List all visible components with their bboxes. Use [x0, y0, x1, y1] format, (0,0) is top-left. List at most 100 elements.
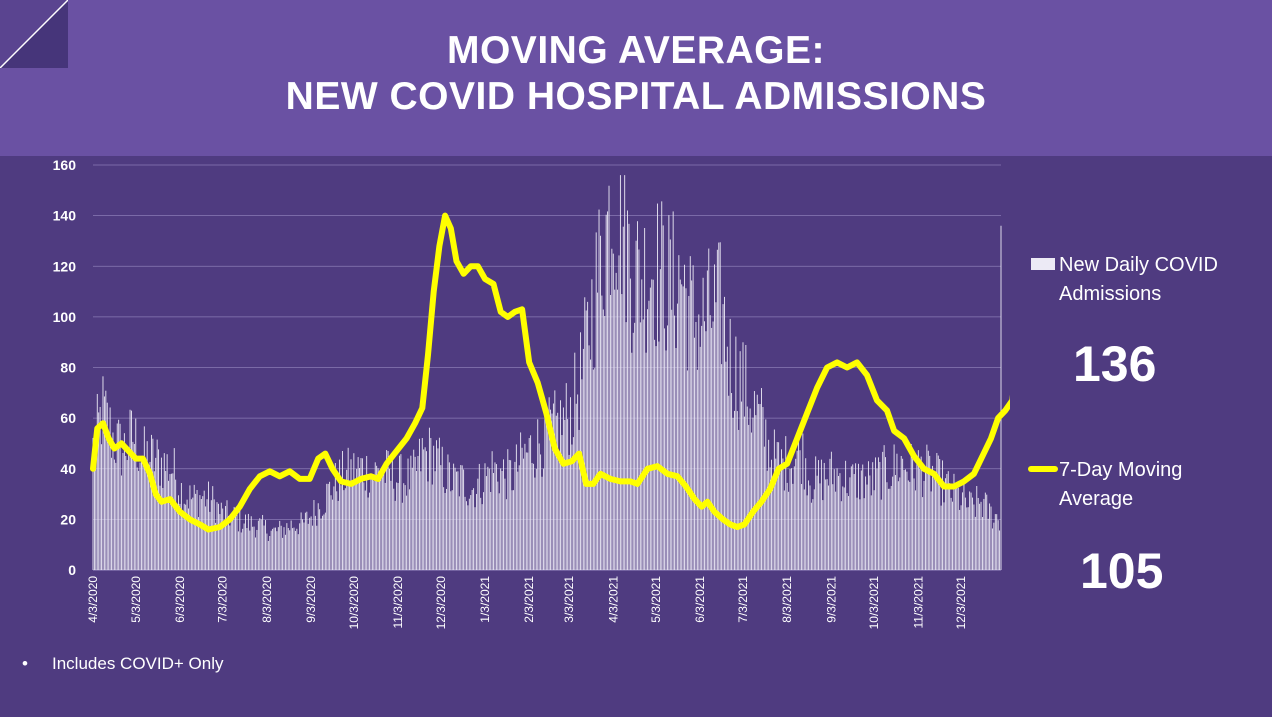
daily-admission-bar [564, 420, 565, 570]
daily-admission-bar [469, 499, 470, 570]
daily-admission-bar [623, 227, 624, 570]
daily-admission-bar [918, 450, 919, 570]
daily-admission-bar [348, 448, 349, 570]
daily-admission-bar [703, 278, 704, 570]
daily-admission-bar [700, 347, 701, 570]
daily-admission-bar [175, 480, 176, 570]
footnote: • Includes COVID+ Only [22, 654, 224, 674]
daily-admission-bar [526, 452, 527, 570]
daily-admission-bar [353, 453, 354, 570]
daily-admission-bar [490, 492, 491, 570]
x-tick-label: 5/3/2021 [649, 576, 663, 623]
y-tick-label: 40 [60, 461, 76, 477]
daily-admission-bar [286, 523, 287, 570]
daily-admission-bar [326, 484, 327, 570]
title-line-2: NEW COVID HOSPITAL ADMISSIONS [0, 74, 1272, 120]
daily-admission-bar [965, 498, 966, 570]
daily-admission-bar [743, 342, 744, 570]
daily-admission-bar [319, 509, 320, 570]
daily-admission-bar [282, 538, 283, 570]
daily-admission-bar [600, 236, 601, 570]
daily-admission-bar [219, 514, 220, 570]
daily-admission-bar [620, 175, 621, 570]
daily-admission-bar [904, 470, 905, 570]
daily-admission-bar [321, 518, 322, 570]
daily-admission-bar [161, 458, 162, 570]
daily-admission-bar [707, 271, 708, 570]
daily-admission-bar [125, 456, 126, 570]
daily-admission-bar [97, 394, 98, 570]
daily-admission-bar [650, 288, 651, 570]
daily-admission-bar [369, 493, 370, 570]
legend-bars-label: New Daily COVID Admissions [1059, 251, 1218, 309]
daily-admission-bar [844, 487, 845, 570]
daily-admission-bar [658, 342, 659, 570]
daily-admission-bar [111, 458, 112, 570]
daily-admission-bar [677, 304, 678, 570]
daily-admission-bar [144, 426, 145, 570]
daily-admission-bar [341, 485, 342, 570]
y-tick-label: 120 [53, 258, 77, 274]
daily-admission-bar [999, 530, 1000, 570]
daily-admission-bar [428, 481, 429, 570]
daily-admission-bar [614, 290, 615, 570]
daily-admission-bar [795, 459, 796, 570]
daily-admission-bar [607, 211, 608, 570]
daily-admission-bar [797, 451, 798, 570]
daily-admission-bar [121, 476, 122, 570]
daily-admission-bar [496, 464, 497, 570]
daily-admission-bar [983, 499, 984, 570]
y-tick-label: 20 [60, 511, 76, 527]
daily-admission-bar [172, 473, 173, 570]
daily-admission-bar [547, 429, 548, 570]
daily-admission-bar [301, 512, 302, 570]
daily-admission-bar [398, 483, 399, 570]
daily-admission-bar [889, 489, 890, 570]
daily-admission-bar [239, 508, 240, 570]
daily-admission-bar [818, 460, 819, 570]
daily-admission-bar [811, 503, 812, 570]
legend-bars-label-line-1: New Daily COVID [1059, 251, 1218, 280]
daily-admission-bar [114, 460, 115, 570]
daily-admission-bar [440, 465, 441, 570]
daily-admission-bar [335, 463, 336, 570]
daily-admission-bar [422, 438, 423, 570]
daily-admission-bar [450, 491, 451, 570]
daily-admission-bar [315, 516, 316, 570]
daily-admission-bar [693, 265, 694, 570]
daily-admission-bar [800, 450, 801, 570]
daily-admission-bar [316, 526, 317, 570]
daily-admission-bar [962, 492, 963, 570]
daily-admission-bar [500, 468, 501, 570]
daily-admission-bar [435, 471, 436, 570]
daily-admission-bar [205, 506, 206, 570]
daily-admission-bar [395, 501, 396, 570]
daily-admission-bar [837, 468, 838, 570]
daily-admission-bar [165, 471, 166, 570]
daily-admission-bar [991, 507, 992, 570]
daily-admission-bar [916, 459, 917, 570]
daily-admission-bar [485, 463, 486, 570]
daily-admission-bar [691, 280, 692, 570]
daily-admission-bar [168, 481, 169, 570]
daily-admission-bar [563, 407, 564, 570]
daily-admission-bar [858, 464, 859, 570]
daily-admission-bar [570, 397, 571, 570]
daily-admission-bar [402, 503, 403, 570]
daily-admission-bar [609, 186, 610, 570]
daily-admission-bar [704, 321, 705, 570]
daily-admission-bar [423, 449, 424, 570]
x-tick-label: 5/3/2020 [129, 576, 143, 623]
daily-admission-bar [472, 490, 473, 570]
daily-admission-bar [993, 523, 994, 570]
x-tick-label: 9/3/2020 [304, 576, 318, 623]
daily-admission-bar [358, 457, 359, 570]
y-tick-label: 60 [60, 410, 76, 426]
daily-admission-bar [235, 516, 236, 570]
daily-admission-bar [594, 368, 595, 570]
daily-admission-bar [586, 311, 587, 570]
daily-admission-bar [912, 456, 913, 570]
daily-admission-bar [540, 454, 541, 570]
daily-admission-bar [825, 479, 826, 570]
daily-admission-bar [352, 482, 353, 570]
